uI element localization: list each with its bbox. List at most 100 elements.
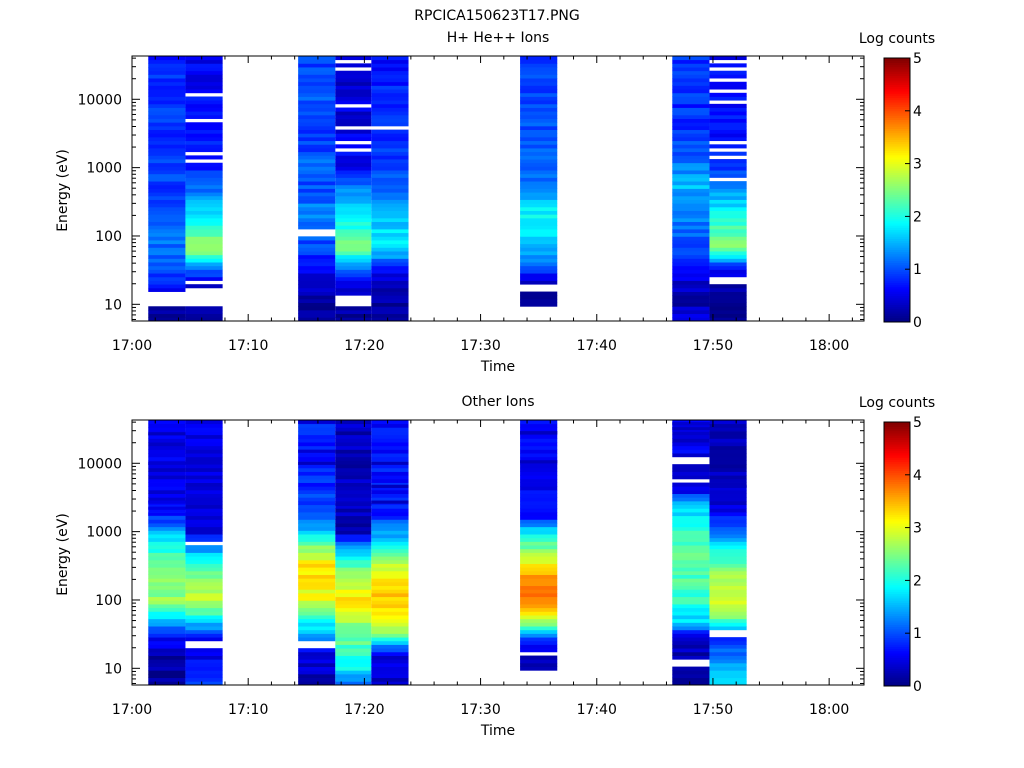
spectrogram-cell <box>371 666 409 671</box>
spectrogram-cell <box>335 453 372 458</box>
spectrogram-cell <box>672 170 710 175</box>
spectrogram-cell <box>520 508 558 513</box>
spectrogram-cell <box>185 100 223 105</box>
spectrogram-cell <box>185 162 223 167</box>
spectrogram-cell <box>672 258 710 263</box>
spectrogram-cell <box>672 247 710 252</box>
spectrogram-cell <box>371 302 409 307</box>
spectrogram-line <box>672 422 710 426</box>
colorbar-swatch <box>884 119 910 123</box>
spectrogram-cell <box>335 247 372 252</box>
spectrogram-cell <box>148 677 186 682</box>
spectrogram-cell <box>520 633 558 638</box>
colorbar-swatch <box>884 670 910 674</box>
colorbar-frame <box>883 421 911 687</box>
spectrogram-cell <box>709 453 747 458</box>
spectrogram-cell <box>148 170 186 175</box>
spectrogram-cell <box>672 651 710 656</box>
colorbar-swatch <box>884 297 910 301</box>
spectrogram-cell <box>371 423 409 428</box>
spectrogram-cell <box>148 530 186 535</box>
spectrogram-cell <box>672 173 710 178</box>
colorbar-swatch <box>884 430 910 434</box>
colorbar-swatch <box>884 185 910 189</box>
spectrogram-cell <box>709 427 747 432</box>
x-tick-label: 17:40 <box>577 338 617 354</box>
spectrogram-cell <box>371 475 409 480</box>
spectrogram-cell <box>709 302 747 307</box>
spectrogram-cell <box>298 523 336 528</box>
spectrogram-cell <box>185 236 223 241</box>
spectrogram-cell <box>185 317 223 322</box>
spectrogram-cell <box>672 210 710 215</box>
spectrogram-cell <box>298 221 336 226</box>
spectrogram-cell <box>371 629 409 634</box>
spectrogram-cell <box>520 467 558 472</box>
colorbar-swatch <box>884 66 910 70</box>
spectrogram-cell <box>185 70 223 75</box>
spectrogram-cell <box>520 210 558 215</box>
spectrogram-cell <box>371 578 409 583</box>
colorbar-swatch <box>884 646 910 650</box>
colorbar-swatch <box>884 675 910 678</box>
spectrogram-cell <box>672 493 710 498</box>
spectrogram-cell <box>148 651 186 656</box>
colorbar-swatch <box>884 424 910 427</box>
spectrogram-cell <box>298 530 336 535</box>
spectrogram-cell <box>520 214 558 219</box>
spectrogram-cell <box>672 670 710 675</box>
spectrogram-cell <box>709 258 747 263</box>
spectrogram-cell <box>148 284 186 289</box>
colorbar-swatch <box>884 437 910 441</box>
spectrogram-cell <box>298 203 336 208</box>
spectrogram-cell <box>148 548 186 553</box>
spectrogram-column <box>298 56 336 322</box>
spectrogram-cell <box>185 460 223 465</box>
spectrogram-cell <box>185 96 223 101</box>
spectrogram-cell <box>148 644 186 649</box>
spectrogram-cell <box>709 438 747 443</box>
spectrogram-cell <box>371 486 409 491</box>
spectrogram-cell <box>371 188 409 193</box>
spectrogram-cell <box>371 133 409 138</box>
spectrogram-cell <box>520 471 558 476</box>
spectrogram-cell <box>371 427 409 432</box>
spectrogram-cell <box>672 78 710 83</box>
spectrogram-cell <box>148 276 186 281</box>
spectrogram-cell <box>709 85 747 90</box>
spectrogram-line <box>298 461 336 465</box>
spectrogram-cell <box>371 148 409 153</box>
spectrogram-cell <box>371 420 409 425</box>
spectrogram-cell <box>371 118 409 123</box>
spectrogram-cell <box>520 262 558 267</box>
spectrogram-cell <box>148 478 186 483</box>
spectrogram-cell <box>672 206 710 211</box>
spectrogram-cell <box>335 651 372 656</box>
spectrogram-cell <box>185 534 223 539</box>
spectrogram-cell <box>520 298 558 303</box>
spectrogram-cell <box>371 438 409 443</box>
spectrogram-cell <box>335 471 372 476</box>
spectrogram-cell <box>520 640 558 645</box>
spectrogram-cell <box>298 493 336 498</box>
spectrogram-cell <box>148 195 186 200</box>
spectrogram-cell <box>335 276 372 281</box>
spectrogram-cell <box>371 471 409 476</box>
spectrogram-cell <box>709 63 747 68</box>
spectrogram-cell <box>709 622 747 627</box>
spectrogram-cell <box>148 228 186 234</box>
spectrogram-cell <box>148 177 186 182</box>
spectrogram-cell <box>185 177 223 182</box>
colorbar-swatch <box>884 483 910 487</box>
spectrogram-cell <box>298 63 336 68</box>
spectrogram-cell <box>335 559 372 564</box>
colorbar-swatch <box>884 238 910 242</box>
colorbar-swatch <box>884 562 910 566</box>
spectrogram-cell <box>520 225 558 230</box>
spectrogram-cell <box>298 648 336 653</box>
spectrogram-cell <box>520 659 558 664</box>
spectrogram-cell <box>335 438 372 443</box>
spectrogram-cell <box>298 262 336 267</box>
spectrogram-cell <box>335 170 372 175</box>
